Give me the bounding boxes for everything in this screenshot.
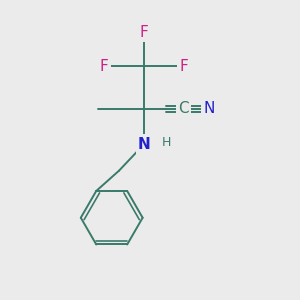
Text: N: N xyxy=(138,136,151,152)
Text: F: F xyxy=(100,58,109,74)
Text: N: N xyxy=(203,101,214,116)
Text: H: H xyxy=(161,136,171,149)
Text: F: F xyxy=(140,25,148,40)
Text: C: C xyxy=(178,101,189,116)
Text: F: F xyxy=(179,58,188,74)
